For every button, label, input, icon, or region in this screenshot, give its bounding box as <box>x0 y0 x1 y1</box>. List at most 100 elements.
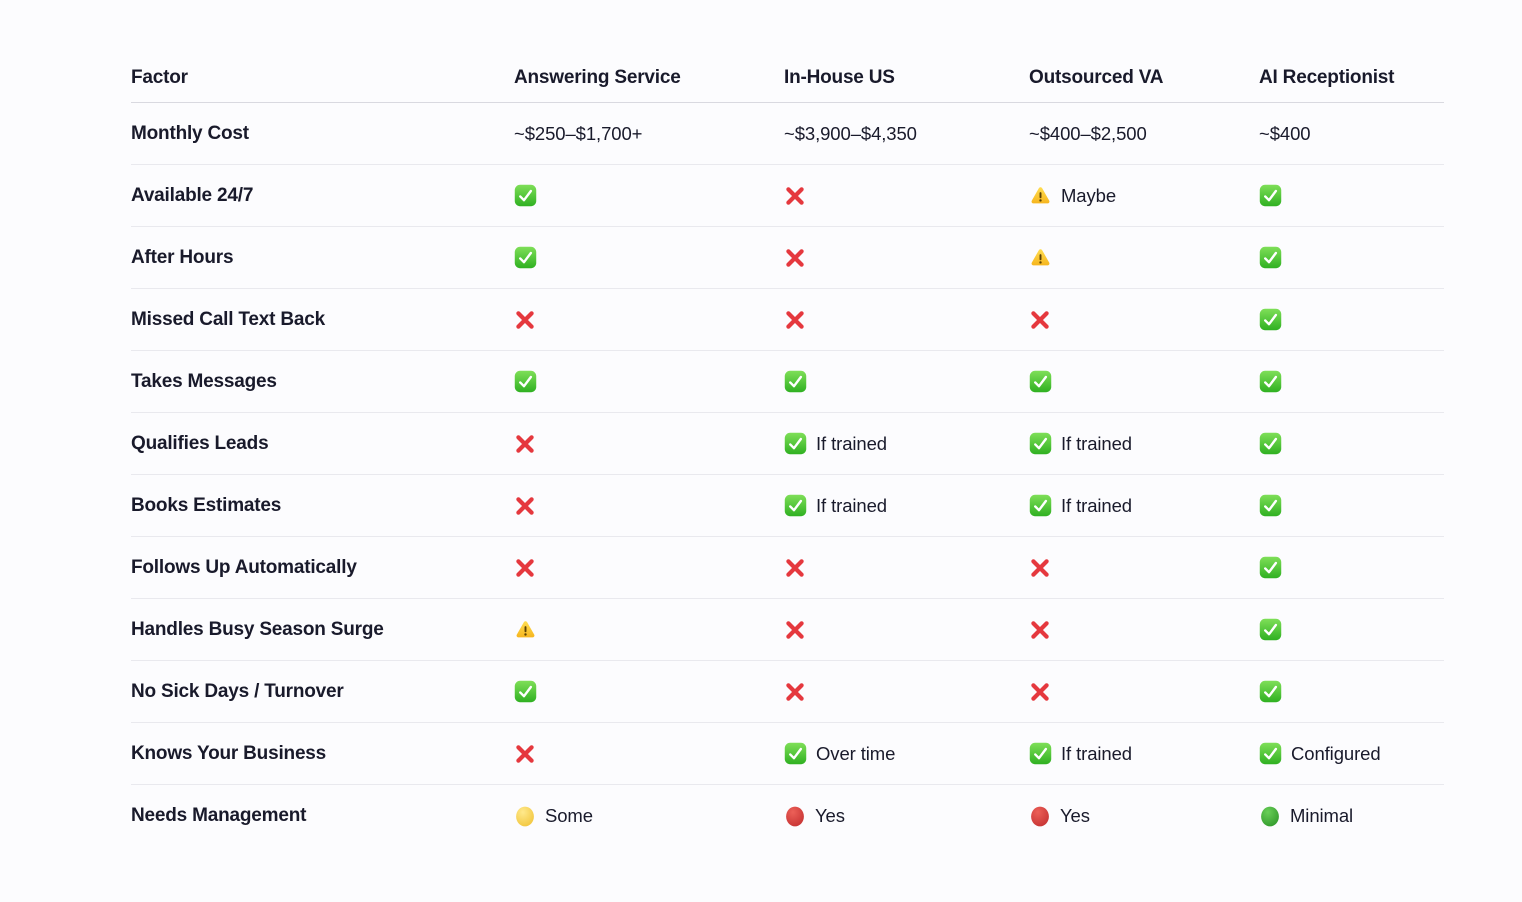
green-check-icon <box>1029 494 1052 517</box>
value-cell: Yes <box>784 805 1029 828</box>
factor-label: Available 24/7 <box>131 184 254 206</box>
factor-label: Takes Messages <box>131 370 277 392</box>
table-header-row: Factor Answering Service In-House US Outsou… <box>131 53 1444 103</box>
green-check-icon <box>1029 370 1052 393</box>
factor-label: Books Estimates <box>131 494 282 516</box>
table-row: Handles Busy Season Surge <box>131 599 1444 661</box>
green-check-icon <box>1259 494 1282 517</box>
green-check-icon <box>1259 246 1282 269</box>
red-dot-icon <box>786 806 804 826</box>
value-cell: If trained <box>1029 742 1259 765</box>
red-cross-icon <box>786 310 804 329</box>
factor-label: Qualifies Leads <box>131 432 269 454</box>
green-check-icon <box>1029 742 1052 765</box>
red-cross-icon <box>516 434 534 453</box>
value-cell <box>1259 184 1444 207</box>
value-cell <box>1259 680 1444 703</box>
green-check-icon <box>514 370 537 393</box>
red-cross-icon <box>786 186 804 205</box>
value-cell <box>514 246 784 269</box>
red-cross-icon <box>1031 620 1049 639</box>
cell-text: If trained <box>1061 432 1132 454</box>
green-check-icon <box>1029 432 1052 455</box>
column-header: In-House US <box>784 66 895 88</box>
value-cell: Configured <box>1259 742 1444 765</box>
value-cell <box>1259 370 1444 393</box>
value-cell <box>784 619 1029 641</box>
factor-label: No Sick Days / Turnover <box>131 680 344 702</box>
value-cell <box>1029 557 1259 579</box>
table-row: Missed Call Text Back <box>131 289 1444 351</box>
value-cell: Over time <box>784 742 1029 765</box>
factor-label: Knows Your Business <box>131 742 327 764</box>
green-check-icon <box>1259 556 1282 579</box>
value-cell: ~$250–$1,700+ <box>514 123 784 145</box>
value-cell <box>784 185 1029 207</box>
red-cross-icon <box>516 310 534 329</box>
value-cell <box>1029 681 1259 703</box>
green-dot-icon <box>1261 806 1279 826</box>
red-cross-icon <box>786 682 804 701</box>
comparison-table: Factor Answering Service In-House US Outsou… <box>131 53 1444 847</box>
red-cross-icon <box>786 620 804 639</box>
green-check-icon <box>1259 184 1282 207</box>
value-cell <box>514 619 784 641</box>
value-cell: ~$400–$2,500 <box>1029 123 1259 145</box>
table-row: Follows Up Automatically <box>131 537 1444 599</box>
green-check-icon <box>784 494 807 517</box>
value-cell <box>784 370 1029 393</box>
red-cross-icon <box>1031 310 1049 329</box>
value-cell <box>1259 246 1444 269</box>
value-cell <box>1259 308 1444 331</box>
green-check-icon <box>784 742 807 765</box>
value-cell <box>1259 432 1444 455</box>
warning-icon <box>516 620 535 637</box>
value-cell <box>1029 309 1259 331</box>
red-cross-icon <box>516 744 534 763</box>
factor-label: Missed Call Text Back <box>131 308 325 330</box>
cell-text: Maybe <box>1061 184 1117 206</box>
table-row: Takes Messages <box>131 351 1444 413</box>
column-header: Answering Service <box>514 66 681 88</box>
green-check-icon <box>514 680 537 703</box>
value-cell <box>784 309 1029 331</box>
cell-text: Configured <box>1291 742 1381 764</box>
value-cell <box>514 370 784 393</box>
green-check-icon <box>1259 618 1282 641</box>
yellow-dot-icon <box>516 806 534 826</box>
red-cross-icon <box>516 558 534 577</box>
value-cell: If trained <box>1029 494 1259 517</box>
table-row: Needs Management Some Yes Yes Minimal <box>131 785 1444 847</box>
table-row: Books Estimates If trained If trained <box>131 475 1444 537</box>
factor-label: Handles Busy Season Surge <box>131 618 384 640</box>
red-cross-icon <box>1031 682 1049 701</box>
value-cell: ~$3,900–$4,350 <box>784 123 1029 145</box>
value-cell: If trained <box>784 494 1029 517</box>
value-cell <box>1029 247 1259 269</box>
value-cell <box>784 557 1029 579</box>
cell-text: ~$400–$2,500 <box>1029 122 1147 144</box>
cell-text: If trained <box>816 494 887 516</box>
factor-label: Needs Management <box>131 805 307 826</box>
value-cell <box>1029 370 1259 393</box>
table-row: Qualifies Leads If trained If trained <box>131 413 1444 475</box>
red-cross-icon <box>786 248 804 267</box>
value-cell <box>1259 556 1444 579</box>
green-check-icon <box>1259 742 1282 765</box>
red-cross-icon <box>786 558 804 577</box>
cell-text: ~$400 <box>1259 122 1311 144</box>
value-cell: Minimal <box>1259 805 1444 828</box>
column-header: Outsourced VA <box>1029 66 1164 88</box>
table-row: After Hours <box>131 227 1444 289</box>
green-check-icon <box>784 432 807 455</box>
value-cell: Yes <box>1029 805 1259 828</box>
cell-text: Minimal <box>1290 805 1354 826</box>
warning-icon <box>1031 248 1050 265</box>
table-row: Knows Your Business Over time If trained Co… <box>131 723 1444 785</box>
cell-text: ~$3,900–$4,350 <box>784 122 917 144</box>
green-check-icon <box>1259 432 1282 455</box>
value-cell: If trained <box>1029 432 1259 455</box>
green-check-icon <box>784 370 807 393</box>
cell-text: If trained <box>1061 742 1132 764</box>
red-cross-icon <box>1031 558 1049 577</box>
